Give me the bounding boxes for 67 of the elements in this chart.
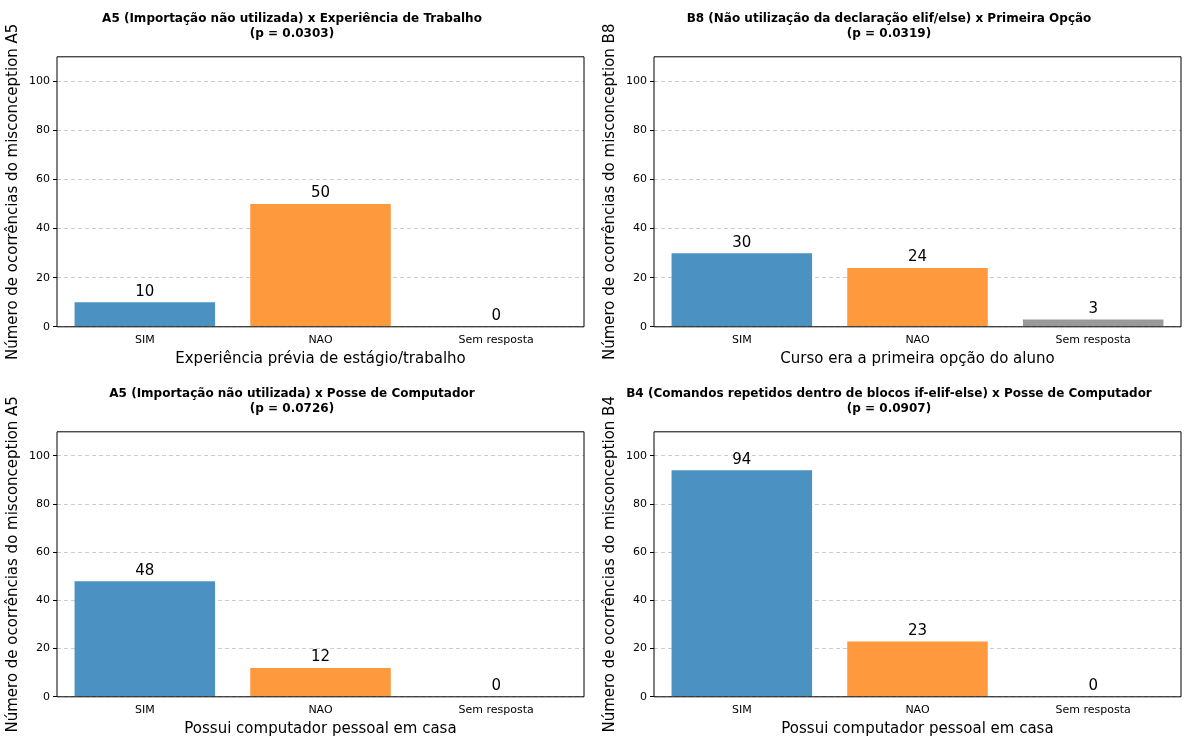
- y-tick-label: 40: [633, 221, 647, 235]
- x-tick-label: Sem resposta: [458, 333, 534, 347]
- y-tick-label: 20: [36, 641, 50, 655]
- y-tick-label: 100: [626, 74, 647, 88]
- y-tick-label: 100: [626, 448, 647, 462]
- x-tick-label: NAO: [308, 333, 333, 347]
- y-tick-label: 40: [633, 593, 647, 607]
- chart-subtitle: (p = 0.0319): [846, 25, 932, 40]
- x-tick-label: Sem resposta: [1055, 333, 1131, 347]
- x-tick-label: NAO: [905, 333, 930, 347]
- data-label: 23: [907, 620, 928, 639]
- y-tick-label: 60: [633, 172, 647, 186]
- y-axis-title: Número de ocorrências do misconception B4: [599, 396, 618, 733]
- x-axis-title: Possui computador pessoal em casa: [781, 718, 1054, 737]
- x-tick-label: SIM: [731, 333, 752, 347]
- data-label: 30: [732, 232, 752, 251]
- y-tick-label: 40: [36, 593, 50, 607]
- data-label: 0: [491, 306, 501, 325]
- x-axis-title: Experiência prévia de estágio/trabalho: [175, 348, 466, 367]
- chart-title: B8 (Não utilização da declaração elif/else) x Primeira Opção: [686, 11, 1092, 26]
- y-axis-title: Número de ocorrências do misconception A5: [2, 396, 21, 733]
- y-tick-label: 60: [633, 545, 647, 559]
- y-tick-label: 100: [29, 74, 50, 88]
- data-label: 10: [135, 281, 155, 300]
- y-tick-label: 60: [36, 172, 50, 186]
- bar: [847, 267, 988, 327]
- y-tick-label: 60: [36, 545, 50, 559]
- data-label: 94: [732, 449, 752, 468]
- data-label: 0: [491, 676, 501, 695]
- data-label: 0: [1088, 676, 1098, 695]
- data-label: 48: [135, 560, 155, 579]
- x-tick-label: SIM: [134, 703, 155, 717]
- y-tick-label: 20: [36, 270, 50, 284]
- x-tick-label: NAO: [905, 703, 930, 717]
- y-tick-label: 100: [29, 448, 50, 462]
- x-tick-label: SIM: [731, 703, 752, 717]
- data-label: 24: [907, 247, 928, 266]
- y-tick-label: 40: [36, 221, 50, 235]
- chart-title: B4 (Comandos repetidos dentro de blocos if-elif-else) x Posse de Computador: [626, 386, 1152, 401]
- y-tick-label: 20: [633, 270, 647, 284]
- x-axis-title: Curso era a primeira opção do aluno: [780, 348, 1055, 367]
- bar: [671, 253, 813, 327]
- y-tick-label: 80: [36, 496, 50, 510]
- x-tick-label: Sem resposta: [458, 703, 534, 717]
- bar: [1022, 319, 1164, 327]
- chart-title: A5 (Importação não utilizada) x Posse de Computador: [109, 386, 475, 401]
- y-tick-label: 20: [633, 641, 647, 655]
- y-axis-title: Número de ocorrências do misconception A5: [2, 23, 21, 361]
- x-axis-title: Possui computador pessoal em casa: [184, 718, 457, 737]
- y-tick-label: 0: [43, 689, 50, 703]
- y-tick-label: 0: [640, 689, 647, 703]
- y-tick-label: 0: [640, 319, 647, 333]
- x-tick-label: NAO: [308, 703, 333, 717]
- y-tick-label: 80: [36, 123, 50, 137]
- data-label: 3: [1088, 298, 1098, 317]
- chart-subtitle: (p = 0.0303): [249, 25, 335, 40]
- chart-subtitle: (p = 0.0907): [846, 400, 932, 415]
- chart-title: A5 (Importação não utilizada) x Experiência de Trabalho: [102, 11, 482, 26]
- y-tick-label: 80: [633, 123, 647, 137]
- data-label: 50: [310, 183, 331, 202]
- y-axis-title: Número de ocorrências do misconception B8: [599, 23, 618, 361]
- x-tick-label: SIM: [134, 333, 155, 347]
- y-tick-label: 80: [633, 496, 647, 510]
- chart-subtitle: (p = 0.0726): [249, 400, 335, 415]
- y-tick-label: 0: [43, 319, 50, 333]
- x-tick-label: Sem resposta: [1055, 703, 1131, 717]
- data-label: 12: [310, 647, 331, 666]
